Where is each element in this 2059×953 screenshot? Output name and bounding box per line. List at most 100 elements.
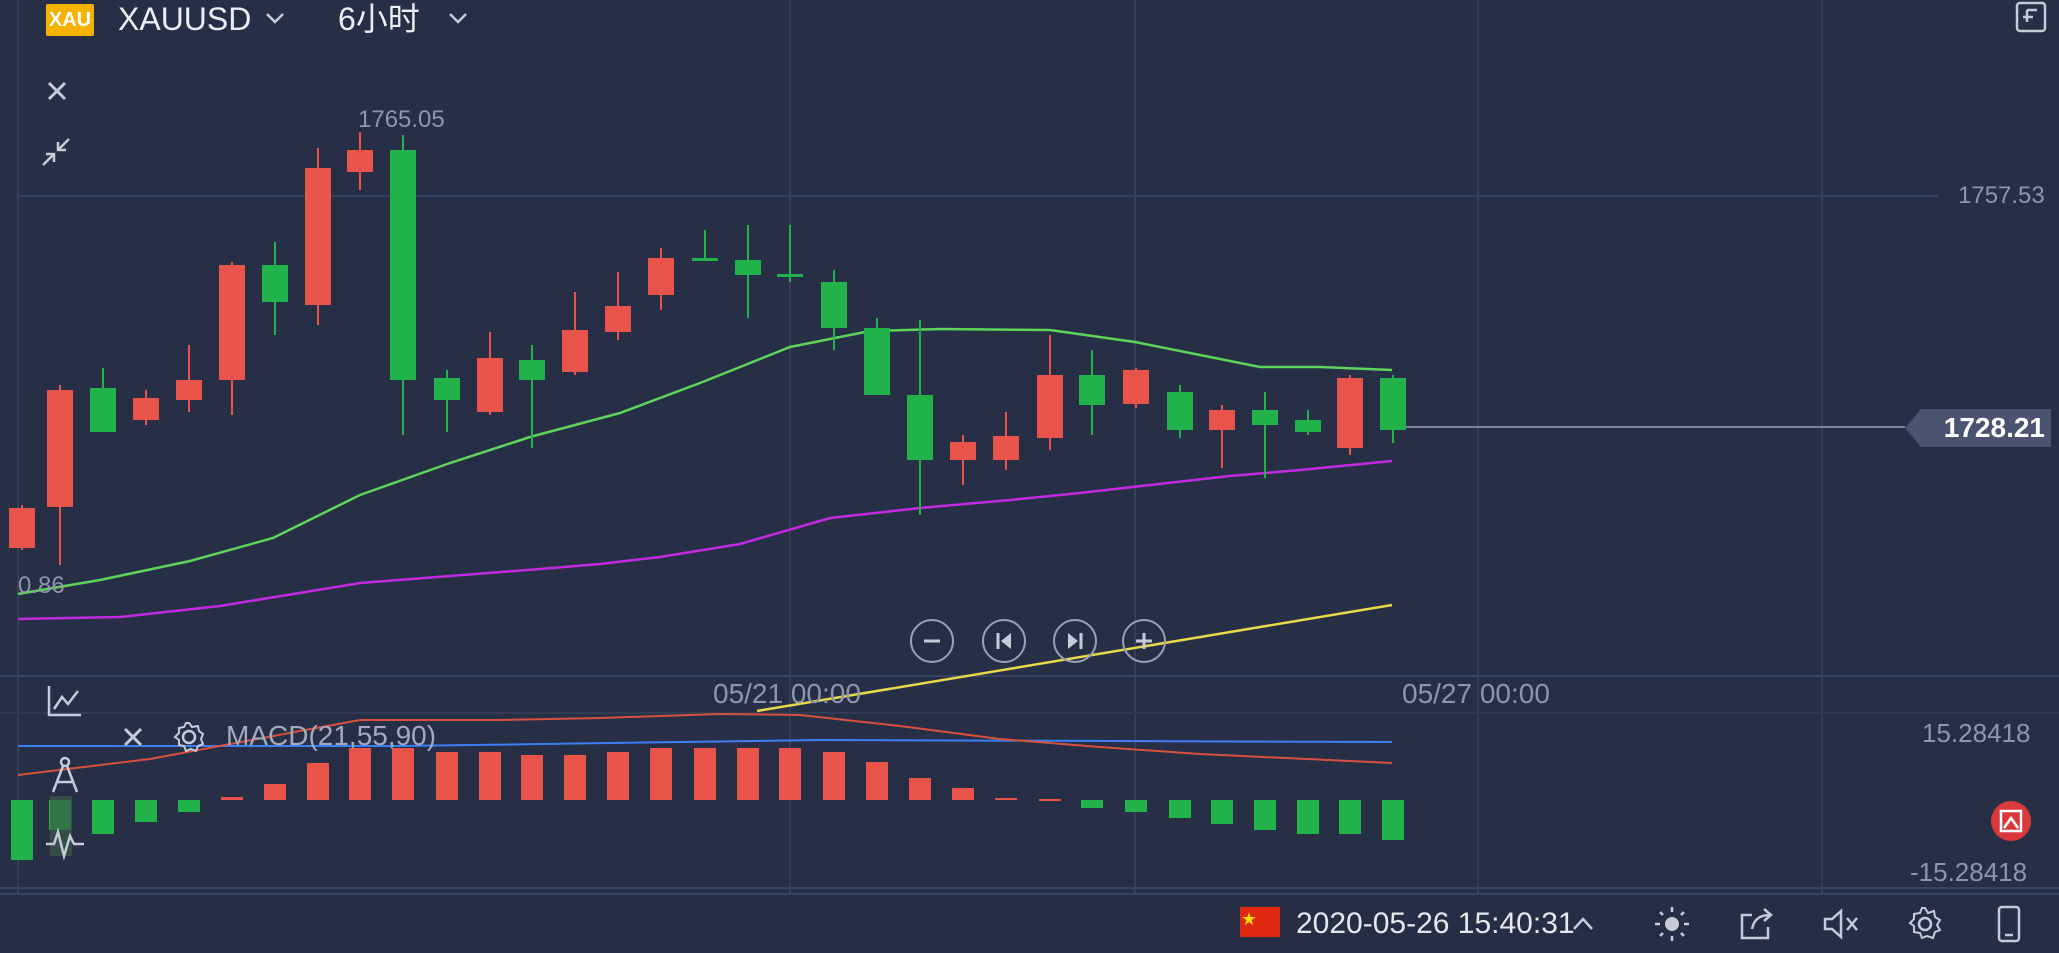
settings-icon[interactable] xyxy=(172,720,206,754)
macd-bar xyxy=(1297,800,1319,834)
macd-bar xyxy=(521,755,543,800)
next-icon xyxy=(1068,633,1083,649)
star-icon xyxy=(1242,912,1256,925)
candle-body xyxy=(821,282,847,328)
gear-icon[interactable] xyxy=(1906,905,1944,943)
candle-body xyxy=(434,378,460,400)
next-button[interactable] xyxy=(1053,619,1097,663)
candle-body xyxy=(907,395,933,460)
zoom-out-icon xyxy=(924,639,940,643)
macd-bar xyxy=(1169,800,1191,818)
macd-bar xyxy=(866,762,888,800)
price-chart[interactable] xyxy=(0,0,2059,893)
indicator-icon[interactable] xyxy=(44,826,86,860)
zoom-in-button[interactable] xyxy=(1122,619,1166,663)
macd-bar xyxy=(1254,800,1276,830)
candle-body xyxy=(692,258,718,261)
candle-body xyxy=(219,265,245,380)
brightness-icon[interactable] xyxy=(1653,905,1691,943)
macd-line xyxy=(18,738,1393,747)
ma-slow-line xyxy=(17,459,1393,621)
prev-icon xyxy=(996,633,1011,649)
grid xyxy=(0,0,2059,893)
macd-bar xyxy=(650,748,672,800)
candle-body xyxy=(262,265,288,302)
status-bar: 2020-05-26 15:40:31 xyxy=(0,893,2059,953)
candle-body xyxy=(519,360,545,380)
close-icon[interactable] xyxy=(44,78,70,104)
macd-bar xyxy=(995,798,1017,800)
candle-body xyxy=(176,380,202,400)
macd-bar xyxy=(221,797,243,800)
candle-body xyxy=(347,150,373,172)
macd-bar xyxy=(1039,799,1061,801)
candle-body xyxy=(1209,410,1235,430)
candle-body xyxy=(864,328,890,395)
candle-body xyxy=(950,442,976,460)
chart-type-icon[interactable] xyxy=(46,683,84,719)
zoom-out-button[interactable] xyxy=(910,619,954,663)
macd-min-label: -15.28418 xyxy=(1910,857,2028,887)
timeframe-selector[interactable]: 6小时 xyxy=(338,1,420,37)
candle-body xyxy=(1337,378,1363,448)
macd-bar xyxy=(479,752,501,800)
phone-icon[interactable] xyxy=(1990,905,2028,943)
candle-body xyxy=(477,358,503,412)
symbol-selector[interactable]: XAUUSD xyxy=(118,1,252,37)
macd-bar xyxy=(349,748,371,800)
chevron-up-icon[interactable] xyxy=(1570,911,1596,937)
candle-body xyxy=(305,168,331,305)
candle-body xyxy=(1295,420,1321,432)
share-icon[interactable] xyxy=(1738,905,1776,943)
zoom-in-icon xyxy=(1136,633,1152,649)
macd-bar xyxy=(436,752,458,800)
macd-bar xyxy=(392,748,414,800)
macd-indicator-label[interactable]: MACD(21,55,90) xyxy=(226,720,437,751)
candle-body xyxy=(777,274,803,277)
macd-bar xyxy=(909,778,931,800)
alert-icon[interactable] xyxy=(1990,800,2032,842)
macd-bar xyxy=(135,800,157,822)
macd-bar xyxy=(178,800,200,812)
macd-bar xyxy=(1211,800,1233,824)
low-price-marker: 0.86 xyxy=(18,572,65,599)
candle-body xyxy=(562,330,588,372)
candle-body xyxy=(1252,410,1278,425)
candlesticks xyxy=(9,132,1406,565)
macd-bar xyxy=(564,755,586,800)
mute-icon[interactable] xyxy=(1822,905,1860,943)
candle-body xyxy=(1037,375,1063,438)
macd-bar xyxy=(307,763,329,800)
macd-bar xyxy=(607,752,629,800)
close-icon[interactable] xyxy=(120,724,146,750)
candle-body xyxy=(133,398,159,420)
ma-fast-line xyxy=(17,327,1393,596)
macd-histogram xyxy=(11,748,1404,860)
symbol-logo: XAU xyxy=(46,4,94,36)
high-price-marker: 1765.05 xyxy=(358,106,445,133)
macd-bar xyxy=(694,748,716,800)
macd-bar xyxy=(779,748,801,800)
candle-body xyxy=(605,306,631,332)
macd-bar xyxy=(823,752,845,800)
macd-bar xyxy=(952,788,974,800)
candle-body xyxy=(993,436,1019,460)
exit-fullscreen-icon[interactable] xyxy=(2011,0,2051,36)
time-axis-label: 05/21 00:00 xyxy=(713,678,861,709)
candle-body xyxy=(1079,375,1105,405)
macd-bar xyxy=(1382,800,1404,840)
price-axis-label: 1757.53 xyxy=(1958,182,2045,209)
drawing-tool-icon[interactable] xyxy=(48,756,82,796)
chevron-down-icon[interactable] xyxy=(263,6,287,30)
chevron-down-icon[interactable] xyxy=(446,6,470,30)
candle-body xyxy=(1167,392,1193,430)
current-datetime: 2020-05-26 15:40:31 xyxy=(1296,907,1575,940)
prev-button[interactable] xyxy=(982,619,1026,663)
candle-body xyxy=(1380,378,1406,430)
candle-body xyxy=(1123,370,1149,404)
macd-bar xyxy=(92,800,114,834)
macd-bar xyxy=(1339,800,1361,834)
top-bar: XAU XAUUSD 6小时 xyxy=(0,0,2059,40)
collapse-icon[interactable] xyxy=(40,136,72,168)
